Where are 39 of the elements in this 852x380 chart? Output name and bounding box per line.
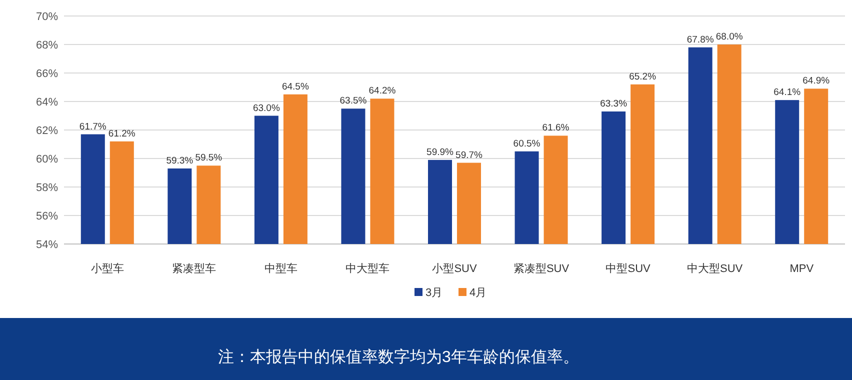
x-tick-label: 小型车: [90, 262, 124, 275]
y-tick-label: 64%: [36, 96, 58, 108]
y-tick-label: 58%: [36, 182, 58, 194]
data-label: 59.7%: [456, 150, 484, 161]
data-label: 61.7%: [79, 121, 107, 132]
data-label: 59.9%: [426, 146, 454, 158]
x-tick-label: MPV: [790, 263, 814, 275]
x-tick-label: 中大型SUV: [687, 262, 744, 275]
y-tick-label: 56%: [36, 210, 58, 222]
y-tick-label: 60%: [36, 154, 58, 166]
data-label: 64.1%: [774, 87, 802, 98]
data-label: 63.5%: [340, 96, 368, 107]
data-label: 64.9%: [802, 76, 830, 87]
data-label: 63.0%: [252, 102, 280, 114]
data-label: 59.3%: [166, 155, 194, 166]
data-label: 68.0%: [716, 32, 744, 42]
data-label: 60.5%: [513, 138, 541, 150]
x-tick-label: 中型SUV: [606, 262, 652, 275]
y-tick-label: 70%: [36, 11, 58, 23]
data-label: 64.2%: [368, 86, 396, 97]
x-tick-label: 中型车: [264, 262, 298, 275]
x-tick-label: 紧凑型SUV: [513, 263, 570, 275]
y-tick-label: 54%: [36, 239, 58, 251]
data-label: 64.5%: [282, 81, 310, 92]
data-label: 65.2%: [629, 71, 657, 82]
x-tick-label: 小型SUV: [432, 262, 478, 275]
data-label: 67.8%: [686, 34, 714, 46]
data-label: 63.3%: [600, 98, 628, 110]
x-tick-label: 中大型车: [346, 262, 390, 275]
x-tick-label: 紧凑型车: [172, 262, 216, 275]
y-tick-label: 68%: [36, 40, 58, 52]
legend-label: 3月: [426, 287, 443, 299]
data-label: 61.6%: [542, 122, 570, 134]
data-label: 61.2%: [108, 128, 136, 140]
text: 注：本报告中的保值率数字均为3年车龄的保值率。: [218, 348, 579, 366]
y-tick-label: 66%: [36, 68, 58, 80]
data-label: 59.5%: [195, 152, 223, 164]
y-tick-label: 62%: [36, 125, 58, 137]
legend-label: 4月: [470, 287, 487, 299]
